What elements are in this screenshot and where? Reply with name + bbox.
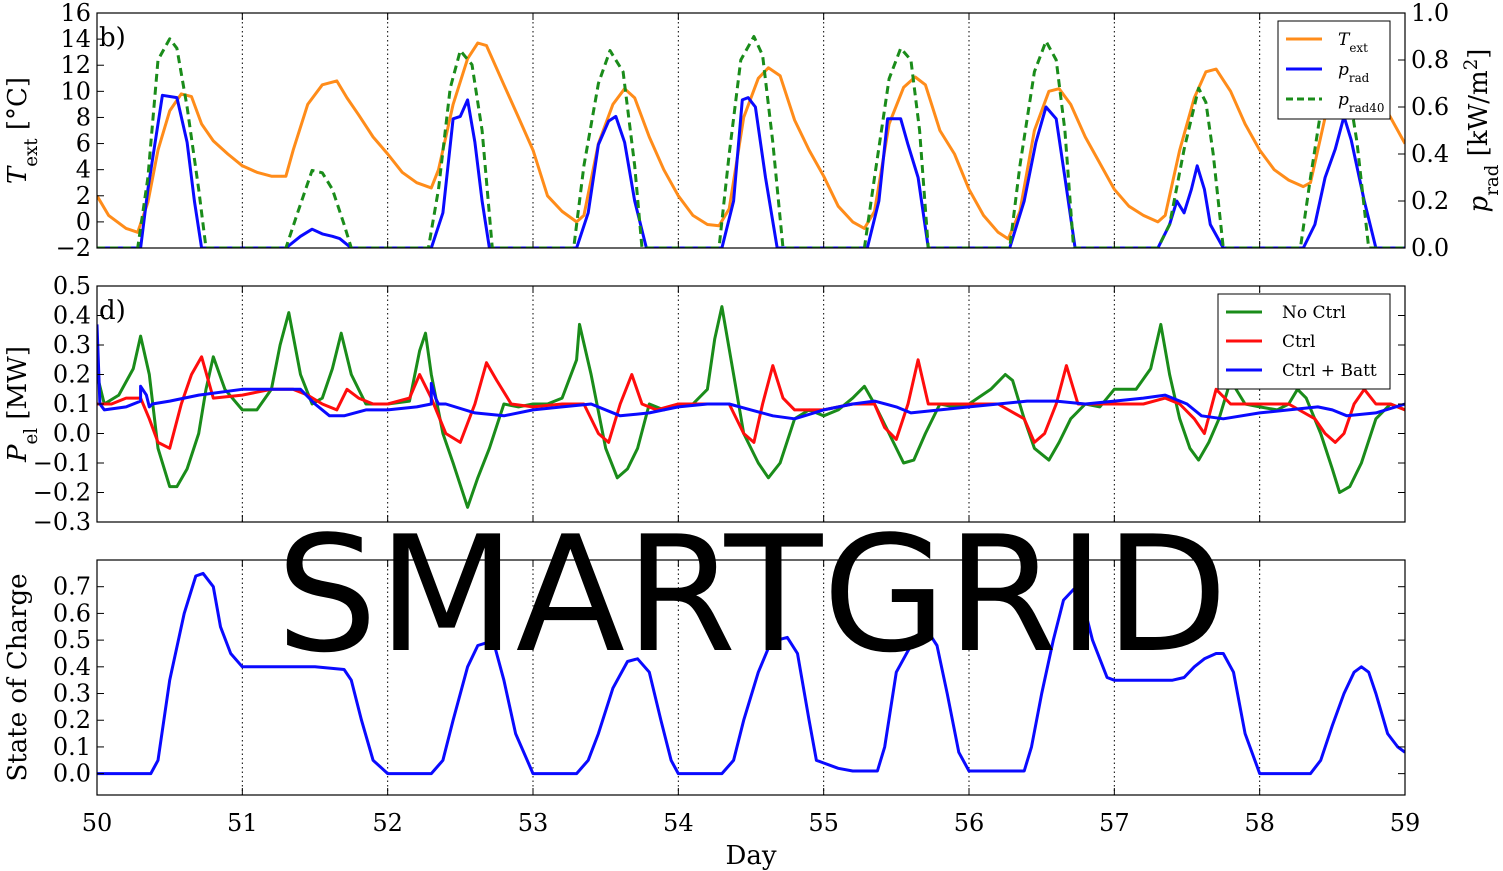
y-tick-label: 0.1 bbox=[53, 733, 91, 761]
legend-label: Ctrl bbox=[1282, 332, 1315, 352]
y2-tick-label: 0.6 bbox=[1411, 93, 1449, 121]
y-axis-label-part: el bbox=[21, 428, 42, 445]
series-line-2 bbox=[97, 93, 1405, 248]
y-tick-label: 12 bbox=[60, 51, 91, 79]
y2-axis-label-part: rad bbox=[1482, 164, 1503, 196]
series-line-2 bbox=[97, 355, 1405, 450]
watermark-text: SMARTGRID bbox=[276, 501, 1228, 688]
x-tick-label: 53 bbox=[518, 809, 549, 837]
y-axis-label-part: [MW] bbox=[3, 346, 33, 420]
legend-label-part: p bbox=[1338, 90, 1349, 110]
y2-tick-label: 1.0 bbox=[1411, 0, 1449, 27]
panel-label: b) bbox=[99, 23, 126, 53]
y-axis-label-part: P bbox=[3, 444, 33, 463]
x-tick-label: 54 bbox=[663, 809, 694, 837]
legend-label: prad bbox=[1338, 60, 1370, 85]
y2-axis-label-part: [kW/m bbox=[1464, 70, 1494, 156]
y-tick-label: 0 bbox=[76, 208, 91, 236]
y-tick-label: 14 bbox=[60, 25, 91, 53]
series-group bbox=[97, 305, 1405, 509]
x-tick-label: 56 bbox=[954, 809, 985, 837]
y-tick-label: −0.3 bbox=[33, 508, 91, 536]
series-line-1 bbox=[97, 305, 1405, 509]
x-tick-label: 52 bbox=[372, 809, 403, 837]
plot-frame bbox=[96, 12, 1406, 249]
y-axis-label: Pel [MW] bbox=[3, 346, 42, 463]
y-axis-label: Text [°C] bbox=[3, 77, 42, 184]
y-tick-label: 0.3 bbox=[53, 680, 91, 708]
series-line-1 bbox=[97, 41, 1405, 241]
y-tick-label: 0.0 bbox=[53, 420, 91, 448]
y-tick-label: 6 bbox=[76, 130, 91, 158]
y-tick-label: −0.2 bbox=[33, 479, 91, 507]
plot-frame bbox=[96, 285, 1406, 523]
x-axis-label: Day bbox=[725, 841, 776, 871]
x-tick-label: 51 bbox=[227, 809, 258, 837]
y-tick-label: 0.5 bbox=[53, 272, 91, 300]
legend-label-part: rad bbox=[1349, 101, 1370, 115]
y2-tick-label: 0.4 bbox=[1411, 140, 1449, 168]
y-axis-label-part bbox=[3, 130, 33, 138]
series-group bbox=[97, 35, 1405, 248]
panel-label: d) bbox=[99, 296, 126, 326]
y-tick-label: 0.1 bbox=[53, 390, 91, 418]
y-tick-label: 8 bbox=[76, 103, 91, 131]
y-tick-label: 2 bbox=[76, 182, 91, 210]
y-axis-label-part: ext bbox=[21, 138, 42, 167]
y-tick-label: 0.5 bbox=[53, 626, 91, 654]
legend-label: prad40 bbox=[1338, 90, 1384, 115]
y2-axis-label-part: 2 bbox=[1461, 59, 1482, 71]
legend-label: No Ctrl bbox=[1282, 303, 1346, 323]
panel-1: −202468101214160.00.20.40.60.81.0b)Text … bbox=[3, 0, 1503, 262]
x-tick-label: 55 bbox=[808, 809, 839, 837]
y2-axis-label-part bbox=[1464, 156, 1494, 164]
y2-tick-label: 0.2 bbox=[1411, 187, 1449, 215]
y-tick-label: 16 bbox=[60, 0, 91, 27]
x-tick-label: 58 bbox=[1244, 809, 1275, 837]
y-tick-label: 0.7 bbox=[53, 573, 91, 601]
x-tick-label: 59 bbox=[1390, 809, 1421, 837]
y2-axis-label: prad [kW/m2] bbox=[1461, 49, 1503, 213]
legend-label: Ctrl + Batt bbox=[1282, 361, 1377, 381]
legend-label-part: 40 bbox=[1369, 101, 1384, 115]
y-tick-label: 0.2 bbox=[53, 706, 91, 734]
legend-label-part: T bbox=[1338, 30, 1351, 50]
y-tick-label: 0.3 bbox=[53, 331, 91, 359]
y-axis-label-part: State of Charge bbox=[3, 574, 33, 782]
y2-axis-label-part: p bbox=[1464, 195, 1494, 212]
plot-frame bbox=[96, 559, 1406, 796]
y-tick-label: 0.2 bbox=[53, 361, 91, 389]
y-axis-label-part: [°C] bbox=[3, 77, 33, 130]
y-tick-label: −0.1 bbox=[33, 449, 91, 477]
y-tick-label: 0.6 bbox=[53, 599, 91, 627]
series-line-3 bbox=[97, 324, 1405, 421]
legend-label-part: p bbox=[1338, 60, 1349, 80]
y-tick-label: 0.4 bbox=[53, 653, 91, 681]
x-tick-label: 57 bbox=[1099, 809, 1130, 837]
y2-tick-label: 0.0 bbox=[1411, 234, 1449, 262]
y-axis-label: State of Charge bbox=[3, 574, 33, 782]
legend-label: Text bbox=[1338, 30, 1368, 55]
x-tick-label: 50 bbox=[82, 809, 113, 837]
series-group bbox=[97, 571, 1405, 776]
series-line-3 bbox=[97, 35, 1405, 248]
legend-label-part: rad bbox=[1349, 71, 1370, 85]
y-tick-label: 0.4 bbox=[53, 302, 91, 330]
y-tick-label: 10 bbox=[60, 77, 91, 105]
y-axis-label-part: T bbox=[3, 165, 33, 184]
y-tick-label: −2 bbox=[56, 234, 91, 262]
y2-axis-label-part: ] bbox=[1464, 49, 1494, 59]
legend: No Ctrl Ctrl Ctrl + Batt bbox=[1217, 293, 1391, 390]
panel-3: 0.00.10.20.30.40.50.60.7 State of Charge bbox=[3, 559, 1406, 796]
panel-2: −0.3−0.2−0.10.00.10.20.30.40.5 d) Pel [MW]… bbox=[3, 272, 1406, 536]
y2-tick-label: 0.8 bbox=[1411, 46, 1449, 74]
y-axis-label-part bbox=[3, 420, 33, 428]
y-tick-label: 0.0 bbox=[53, 760, 91, 788]
y-tick-label: 4 bbox=[76, 156, 91, 184]
legend-label-part: ext bbox=[1349, 41, 1368, 55]
series-line-1 bbox=[97, 571, 1405, 776]
